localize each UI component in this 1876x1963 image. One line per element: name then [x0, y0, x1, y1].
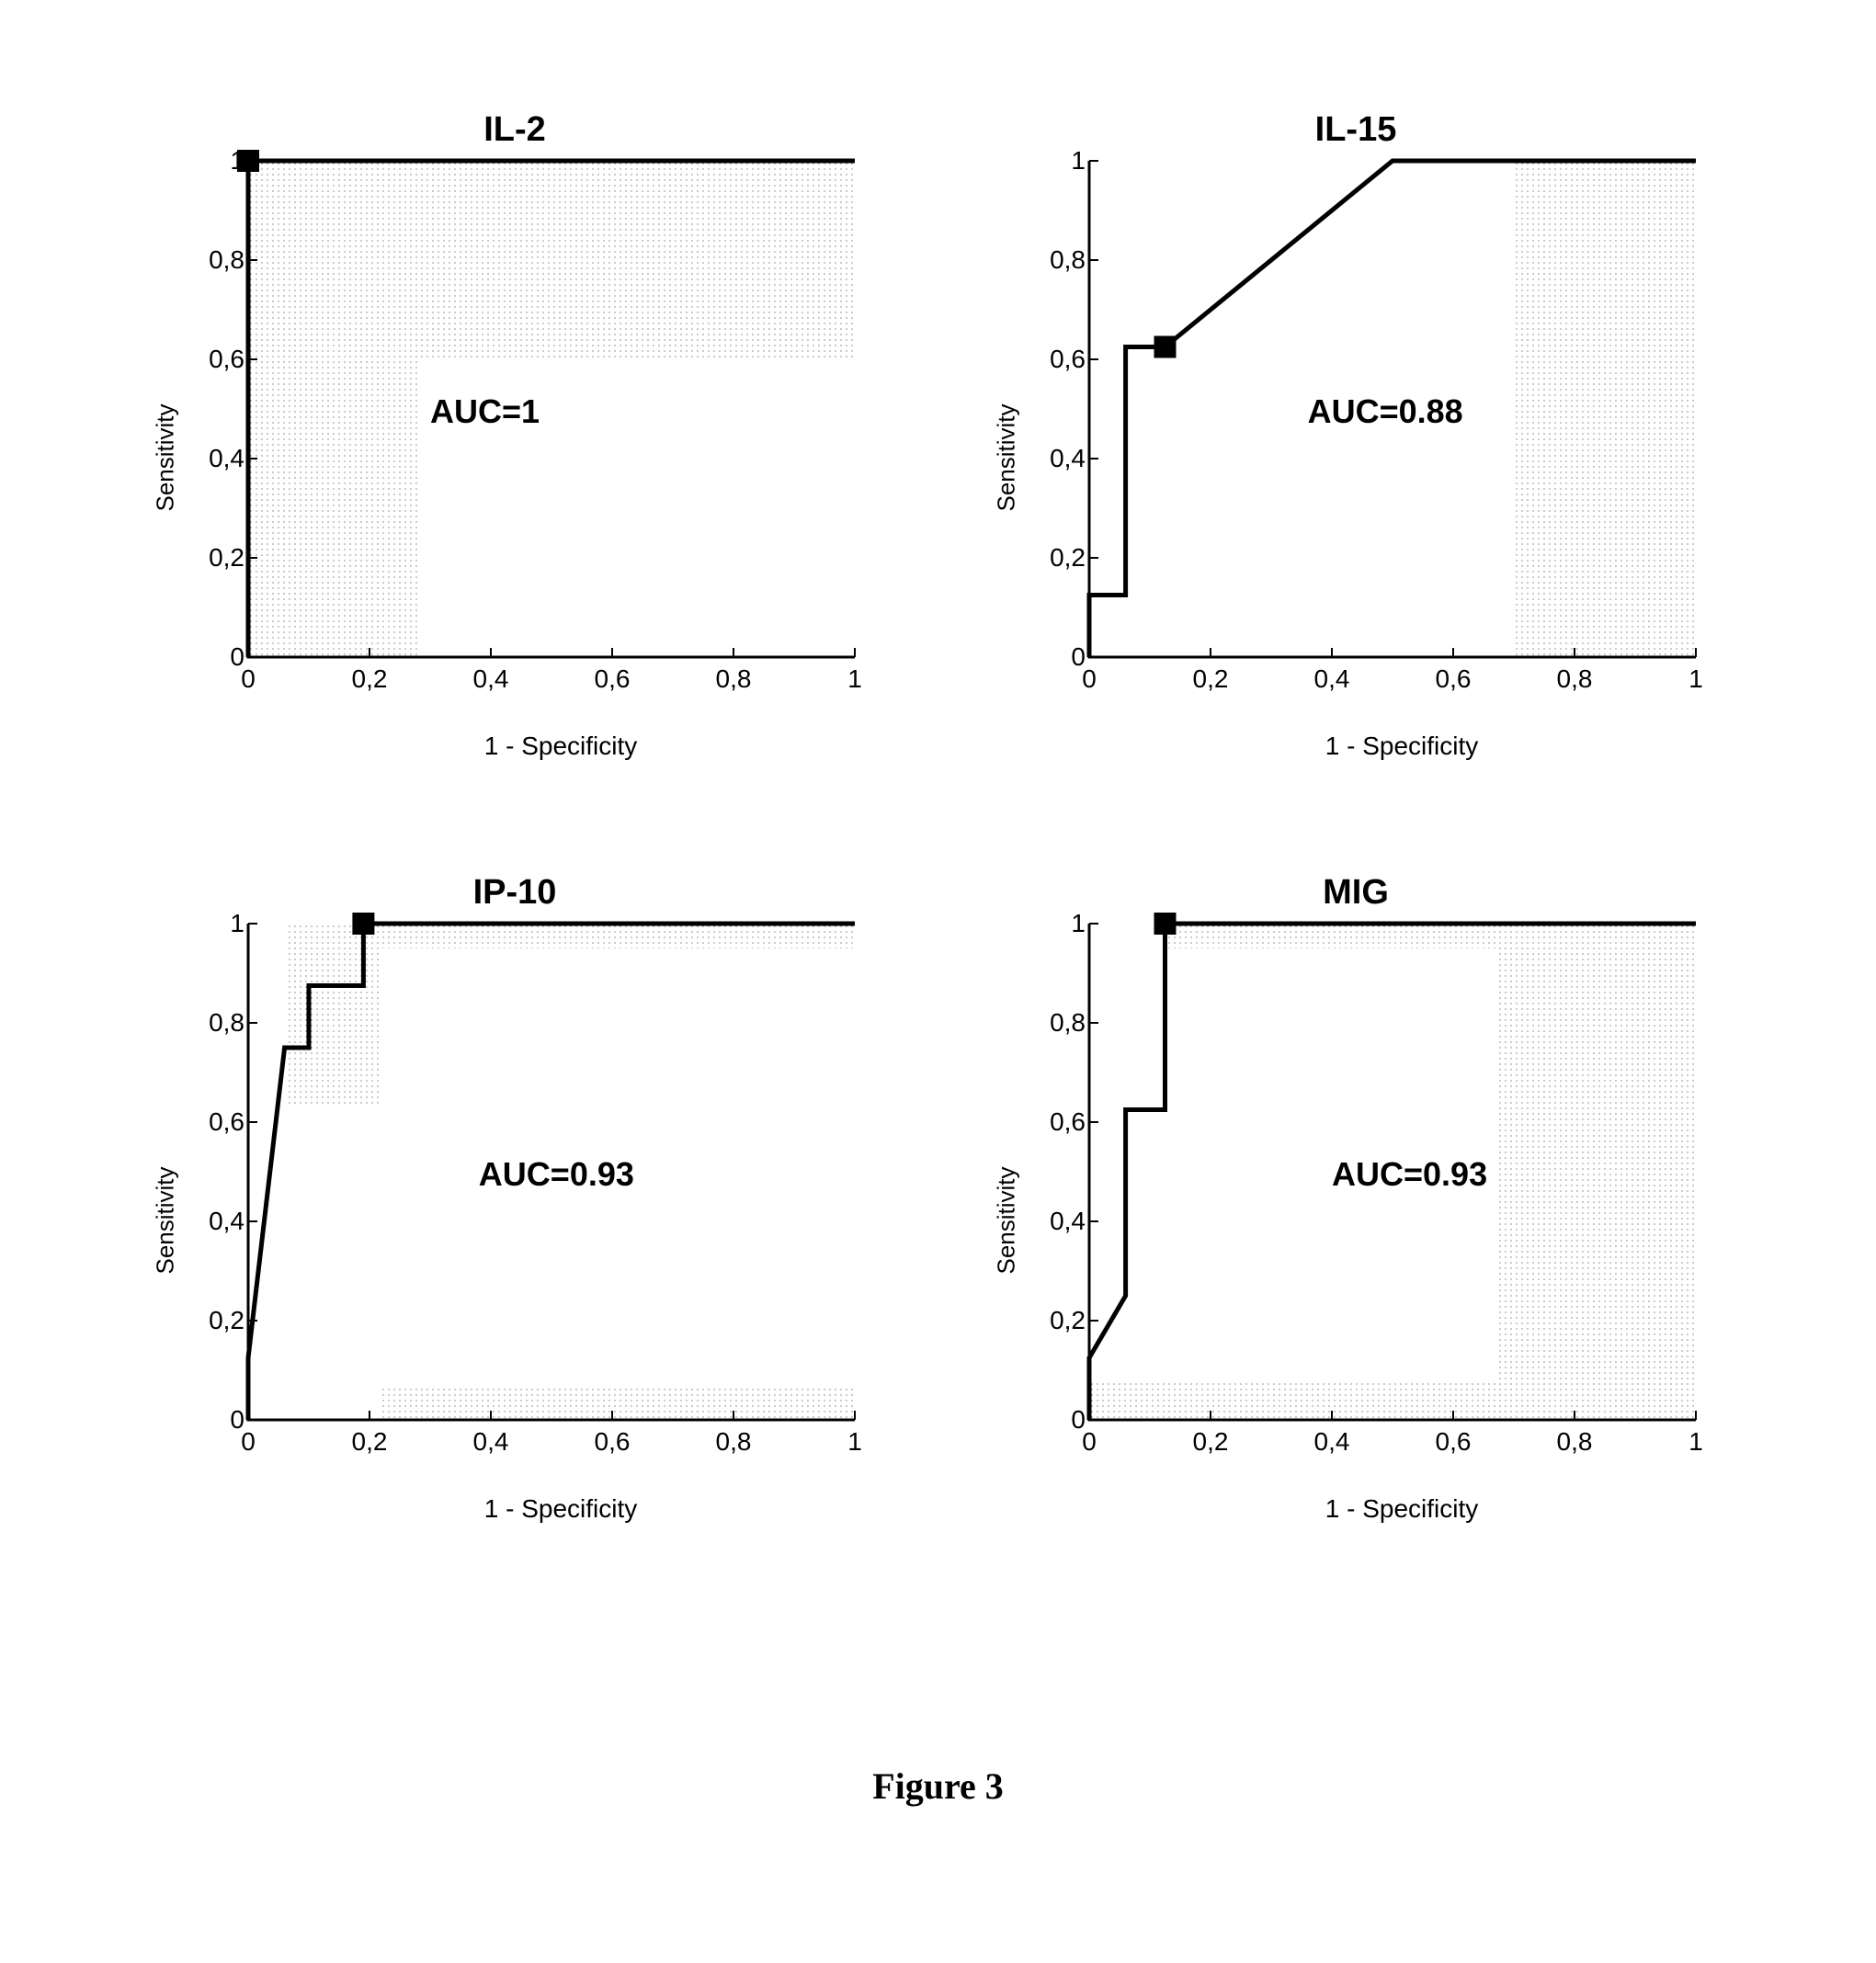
shaded-region	[381, 924, 855, 948]
x-tick-label: 0	[241, 664, 256, 694]
x-tick-labels: 00,20,40,60,81	[248, 664, 855, 701]
y-axis-label: Sensitivity	[993, 403, 1021, 511]
y-tick-label: 0,8	[1050, 245, 1086, 275]
x-tick-label: 0	[1082, 1427, 1097, 1457]
y-tick-label: 0,8	[1050, 1008, 1086, 1038]
y-tick-label: 0,4	[209, 1207, 244, 1236]
roc-panel-mig: MIGSensitivity00,20,40,60,8100,20,40,60,…	[997, 873, 1714, 1516]
x-tick-label: 1	[847, 1427, 862, 1457]
x-tick-label: 0,8	[716, 664, 752, 694]
shaded-region	[285, 924, 382, 1107]
panel-title: IL-15	[997, 110, 1714, 150]
panel-title: IP-10	[156, 873, 873, 913]
plot-wrap: Sensitivity00,20,40,60,8100,20,40,60,811…	[193, 161, 873, 754]
optimal-point-marker	[352, 913, 374, 935]
y-tick-label: 0,6	[209, 345, 244, 374]
y-tick-label: 0,6	[1050, 1107, 1086, 1137]
x-tick-labels: 00,20,40,60,81	[1089, 664, 1696, 701]
y-tick-label: 0,2	[209, 543, 244, 573]
plot-area: AUC=1	[248, 161, 855, 657]
y-tick-label: 0,2	[1050, 543, 1086, 573]
y-tick-label: 0,6	[209, 1107, 244, 1137]
x-tick-label: 0	[1082, 664, 1097, 694]
x-tick-label: 0	[241, 1427, 256, 1457]
panel-title: MIG	[997, 873, 1714, 913]
shaded-region	[1165, 924, 1496, 948]
x-tick-label: 0,8	[716, 1427, 752, 1457]
y-tick-label: 0,6	[1050, 345, 1086, 374]
y-tick-label: 1	[1071, 146, 1086, 176]
x-tick-label: 0,2	[1193, 664, 1229, 694]
shaded-region	[381, 1385, 855, 1420]
x-tick-label: 1	[1688, 664, 1703, 694]
auc-label: AUC=1	[430, 392, 540, 431]
plot-area: AUC=0.88	[1089, 161, 1696, 657]
y-tick-label: 1	[1071, 909, 1086, 938]
x-tick-label: 0,2	[1193, 1427, 1229, 1457]
x-tick-label: 0,2	[352, 664, 388, 694]
y-axis-label: Sensitivity	[152, 403, 180, 511]
x-tick-labels: 00,20,40,60,81	[248, 1427, 855, 1464]
y-axis-label: Sensitivity	[993, 1166, 1021, 1274]
x-axis-label: 1 - Specificity	[1089, 1494, 1714, 1524]
shaded-region	[248, 359, 418, 657]
roc-panel-il2: IL-2Sensitivity00,20,40,60,8100,20,40,60…	[156, 110, 873, 754]
y-tick-labels: 00,20,40,60,81	[193, 924, 244, 1420]
y-tick-label: 0,2	[1050, 1306, 1086, 1335]
y-axis-label: Sensitivity	[152, 1166, 180, 1274]
y-tick-label: 1	[230, 909, 244, 938]
x-tick-label: 0,8	[1557, 664, 1593, 694]
x-tick-label: 1	[847, 664, 862, 694]
x-tick-label: 0,6	[595, 1427, 631, 1457]
y-tick-labels: 00,20,40,60,81	[1034, 161, 1086, 657]
x-tick-label: 0,4	[473, 1427, 509, 1457]
y-tick-label: 0,4	[209, 444, 244, 473]
plot-area: AUC=0.93	[1089, 924, 1696, 1420]
plot-wrap: Sensitivity00,20,40,60,8100,20,40,60,811…	[1034, 161, 1714, 754]
x-tick-label: 0,6	[1436, 664, 1472, 694]
x-tick-label: 1	[1688, 1427, 1703, 1457]
x-tick-label: 0,4	[473, 664, 509, 694]
auc-label: AUC=0.93	[1332, 1155, 1487, 1194]
shaded-region	[1089, 1380, 1495, 1420]
x-axis-label: 1 - Specificity	[248, 732, 873, 761]
x-tick-label: 0,4	[1314, 664, 1350, 694]
auc-label: AUC=0.88	[1308, 392, 1463, 431]
y-tick-label: 0,4	[1050, 444, 1086, 473]
panel-title: IL-2	[156, 110, 873, 150]
x-tick-label: 0,8	[1557, 1427, 1593, 1457]
plot-area: AUC=0.93	[248, 924, 855, 1420]
auc-label: AUC=0.93	[479, 1155, 634, 1194]
x-tick-label: 0,4	[1314, 1427, 1350, 1457]
shaded-region	[1514, 161, 1696, 657]
figure-caption: Figure 3	[0, 1764, 1876, 1808]
y-tick-label: 0,4	[1050, 1207, 1086, 1236]
optimal-point-marker	[1154, 913, 1177, 935]
optimal-point-marker	[1154, 336, 1177, 358]
y-tick-label: 0,2	[209, 1306, 244, 1335]
x-tick-label: 0,6	[595, 664, 631, 694]
shaded-region	[1495, 924, 1696, 1420]
y-tick-labels: 00,20,40,60,81	[1034, 924, 1086, 1420]
x-tick-labels: 00,20,40,60,81	[1089, 1427, 1696, 1464]
x-tick-label: 0,2	[352, 1427, 388, 1457]
optimal-point-marker	[237, 150, 259, 172]
shaded-region	[248, 161, 855, 359]
x-tick-label: 0,6	[1436, 1427, 1472, 1457]
y-tick-label: 0,8	[209, 1008, 244, 1038]
roc-panel-il15: IL-15Sensitivity00,20,40,60,8100,20,40,6…	[997, 110, 1714, 754]
plot-wrap: Sensitivity00,20,40,60,8100,20,40,60,811…	[193, 924, 873, 1516]
y-tick-label: 0,8	[209, 245, 244, 275]
x-axis-label: 1 - Specificity	[1089, 732, 1714, 761]
y-tick-labels: 00,20,40,60,81	[193, 161, 244, 657]
plot-wrap: Sensitivity00,20,40,60,8100,20,40,60,811…	[1034, 924, 1714, 1516]
x-axis-label: 1 - Specificity	[248, 1494, 873, 1524]
roc-panel-ip10: IP-10Sensitivity00,20,40,60,8100,20,40,6…	[156, 873, 873, 1516]
